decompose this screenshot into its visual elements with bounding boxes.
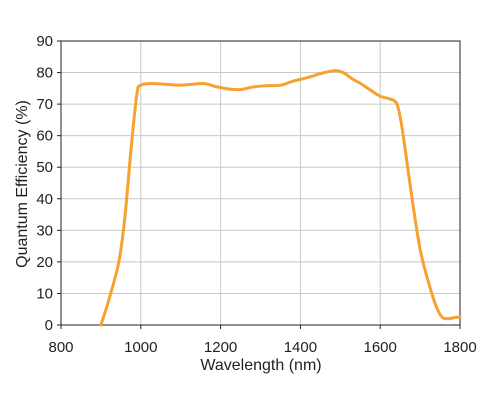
- y-tick-label: 80: [36, 65, 53, 82]
- x-tick-label: 1000: [124, 339, 157, 356]
- x-tick-label: 1600: [364, 339, 397, 356]
- y-axis-label: Quantum Efficiency (%): [14, 100, 31, 268]
- x-tick-label: 1400: [284, 339, 317, 356]
- x-tick-label: 1800: [443, 339, 476, 356]
- qe-series-line: [99, 69, 462, 327]
- y-tick-label: 20: [36, 254, 53, 271]
- plot-frame: [60, 40, 461, 326]
- x-tick-label: 800: [48, 339, 73, 356]
- y-tick-label: 90: [36, 33, 53, 50]
- tick-labels: 800 1000 1200 1400 1600 1800 0 10 20 30 40 50 60 70 80…: [36, 33, 476, 356]
- y-tick-label: 30: [36, 222, 53, 239]
- y-tick-label: 60: [36, 128, 53, 145]
- y-tick-label: 0: [45, 317, 53, 334]
- x-tick-label: 1200: [204, 339, 237, 356]
- y-tick-label: 70: [36, 96, 53, 113]
- axes: [57, 40, 461, 329]
- series-layer: [99, 69, 462, 327]
- y-tick-label: 40: [36, 191, 53, 208]
- y-tick-label: 10: [36, 285, 53, 302]
- grid: [61, 41, 460, 325]
- x-axis-label: Wavelength (nm): [200, 357, 321, 374]
- y-tick-label: 50: [36, 159, 53, 176]
